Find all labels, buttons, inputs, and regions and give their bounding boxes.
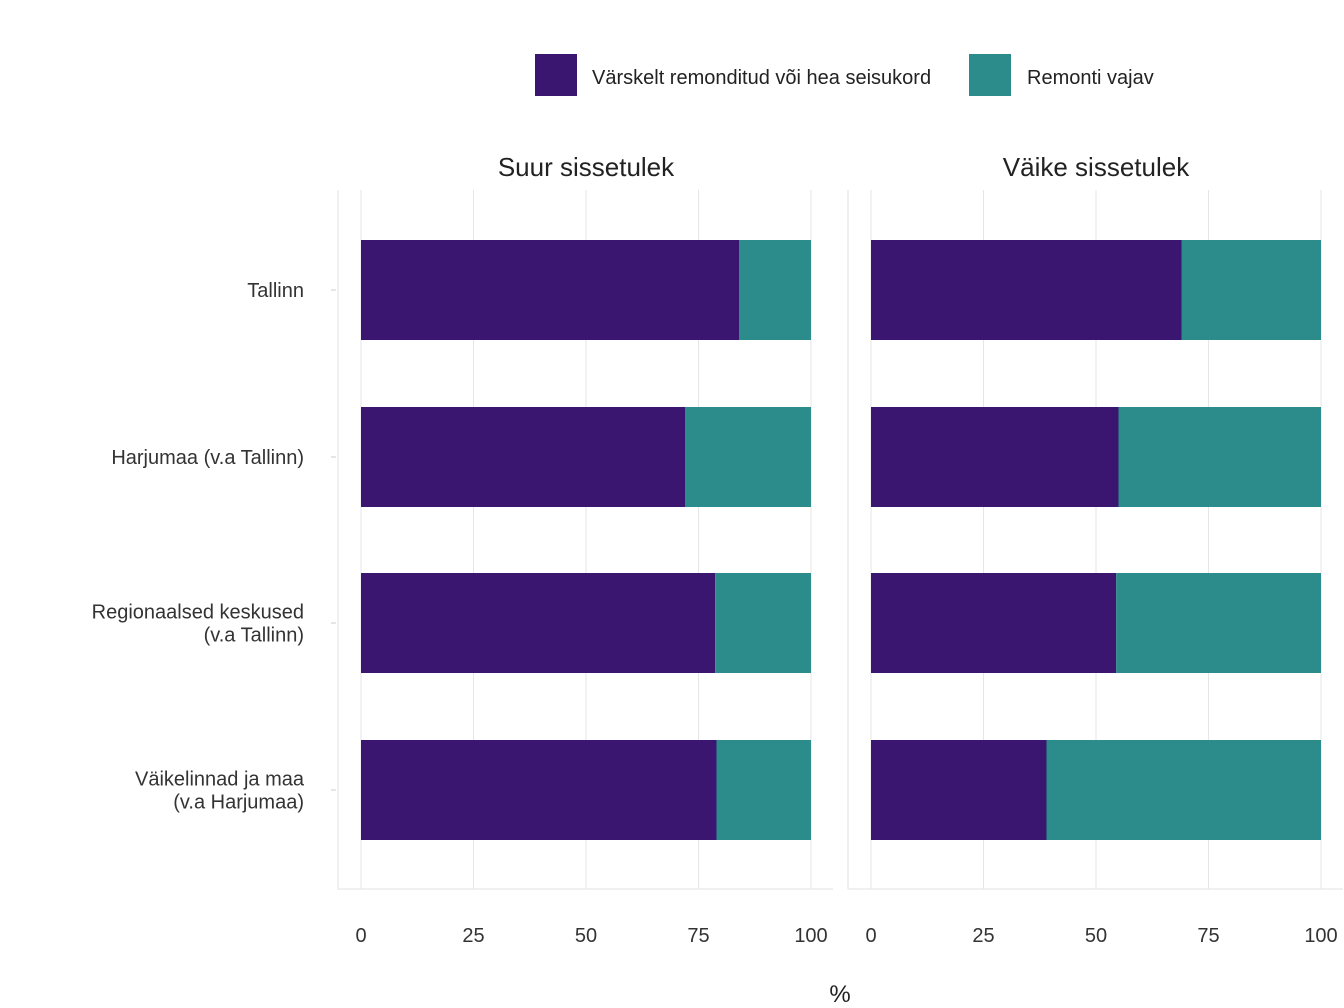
x-axis-title: % bbox=[829, 981, 850, 1008]
category-label: Harjumaa (v.a Tallinn) bbox=[111, 447, 304, 469]
x-tick-label: 0 bbox=[865, 925, 876, 947]
facet-title-2: Väike sissetulek bbox=[1003, 152, 1190, 182]
legend-swatch-2 bbox=[969, 54, 1011, 96]
bar-1-1-2 bbox=[739, 240, 811, 340]
panel-frame bbox=[847, 190, 1343, 890]
bar-1-2-1 bbox=[361, 407, 685, 507]
x-tick-label: 0 bbox=[355, 925, 366, 947]
bar-2-1-2 bbox=[1181, 240, 1321, 340]
legend-swatch-1 bbox=[535, 54, 577, 96]
x-tick-label: 100 bbox=[1304, 925, 1337, 947]
bar-2-2-1 bbox=[871, 407, 1119, 507]
facet-panel-2: Väike sissetulek 0 25 50 75 100 bbox=[847, 152, 1343, 947]
x-tick-label: 50 bbox=[1085, 925, 1107, 947]
bar-2-3-1 bbox=[871, 573, 1117, 673]
bar-1-4-1 bbox=[361, 740, 717, 840]
x-tick-label: 25 bbox=[972, 925, 994, 947]
bar-1-4-2 bbox=[716, 740, 811, 840]
facet-panel-1: Suur sissetulek 0 25 50 75 100 bbox=[337, 152, 833, 947]
panel-frame bbox=[337, 190, 833, 890]
bar-1-3-2 bbox=[715, 573, 811, 673]
bar-2-3-2 bbox=[1116, 573, 1321, 673]
category-label: Tallinn bbox=[247, 280, 304, 302]
x-tick-label: 25 bbox=[462, 925, 484, 947]
x-tick-label: 50 bbox=[575, 925, 597, 947]
category-label: (v.a Tallinn) bbox=[204, 625, 304, 647]
category-label: Väikelinnad ja maa bbox=[135, 769, 305, 791]
bar-2-4-1 bbox=[871, 740, 1047, 840]
x-tick-label: 75 bbox=[1197, 925, 1219, 947]
legend: Värskelt remonditud või hea seisukord Rem… bbox=[535, 54, 1154, 96]
bar-2-4-2 bbox=[1046, 740, 1321, 840]
bar-2-2-2 bbox=[1118, 407, 1321, 507]
category-label: Regionaalsed keskused bbox=[92, 602, 304, 624]
legend-label-1: Värskelt remonditud või hea seisukord bbox=[592, 67, 931, 89]
bar-2-1-1 bbox=[871, 240, 1182, 340]
facet-title-1: Suur sissetulek bbox=[498, 152, 675, 182]
legend-label-2: Remonti vajav bbox=[1027, 67, 1154, 89]
bar-1-2-2 bbox=[685, 407, 811, 507]
x-tick-label: 100 bbox=[794, 925, 827, 947]
category-label: (v.a Harjumaa) bbox=[173, 792, 304, 814]
x-tick-label: 75 bbox=[687, 925, 709, 947]
category-labels: Tallinn Harjumaa (v.a Tallinn) Regionaalse… bbox=[92, 280, 336, 814]
bar-1-3-1 bbox=[361, 573, 716, 673]
bar-1-1-1 bbox=[361, 240, 739, 340]
